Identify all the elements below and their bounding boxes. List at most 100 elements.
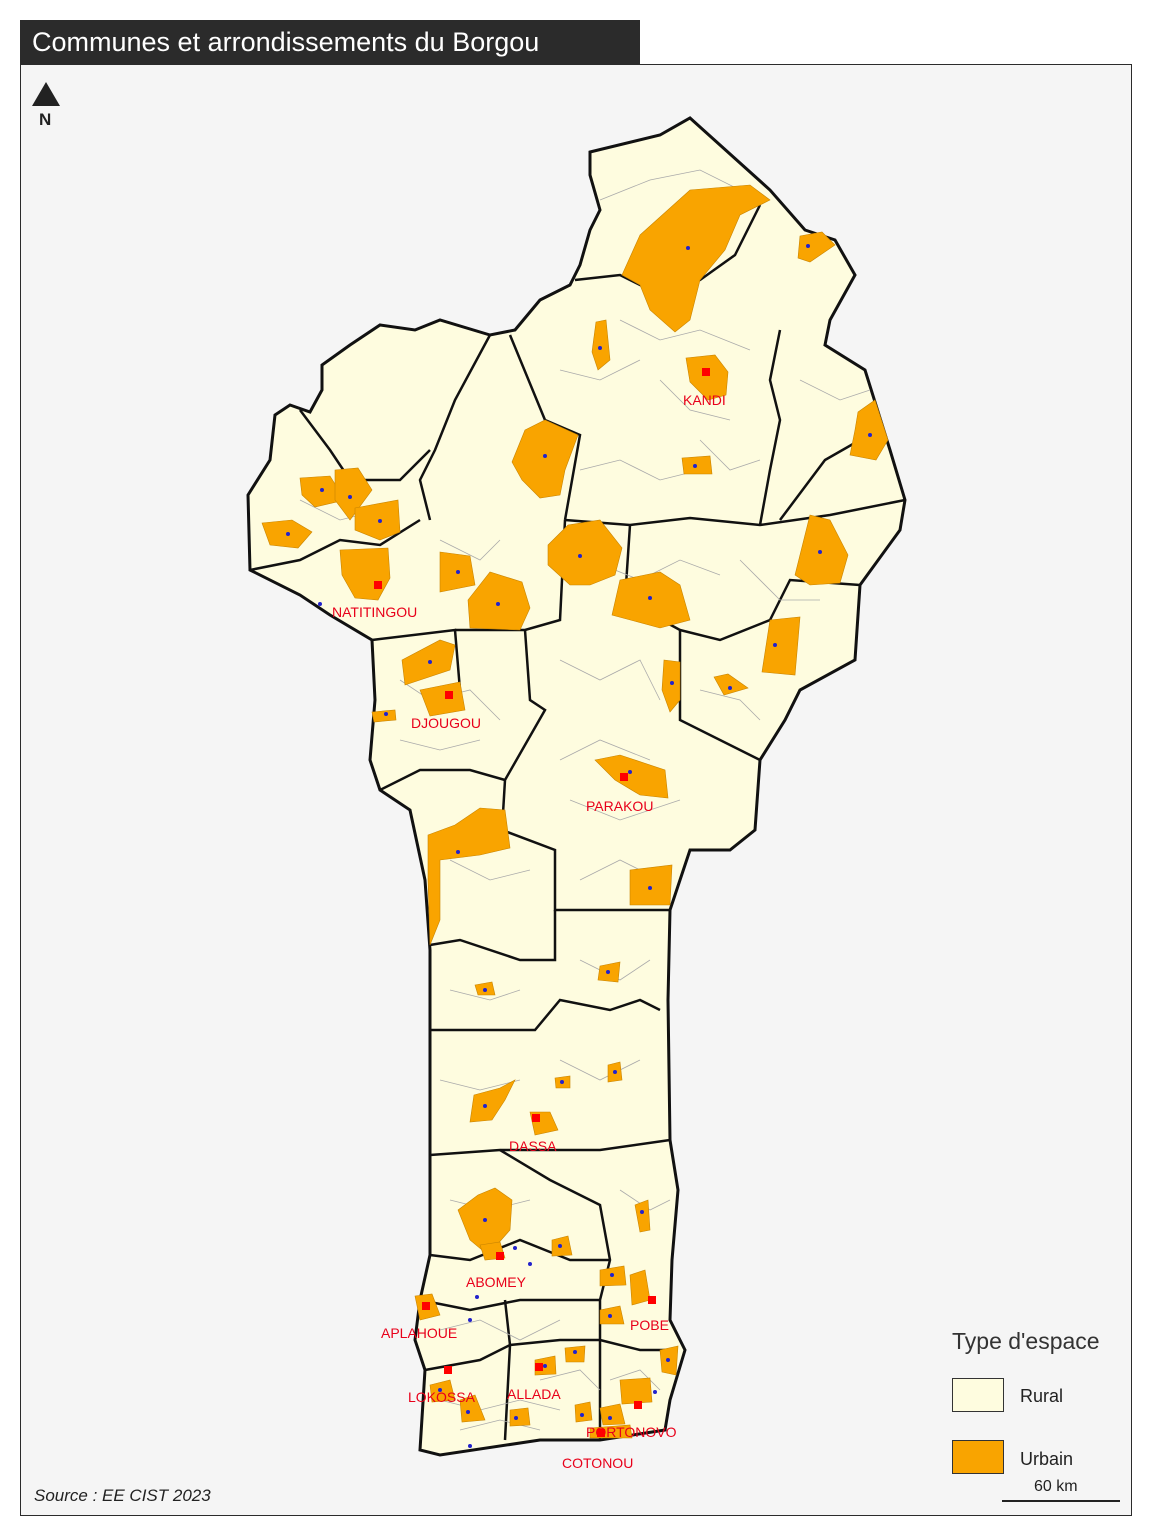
commune-boundary — [758, 329, 782, 526]
scale-label: 60 km — [1034, 1478, 1078, 1495]
urban-area — [599, 1305, 625, 1325]
commune-centre-dot — [286, 532, 290, 536]
urban-area — [599, 1403, 626, 1426]
commune-centre-dot — [468, 1444, 472, 1448]
commune-boundary — [500, 629, 670, 912]
city-label: ALLADA — [507, 1386, 561, 1402]
commune-centre-dot — [348, 495, 352, 499]
commune-centre-dot — [558, 1244, 562, 1248]
commune-boundary — [419, 1298, 600, 1312]
commune-centre-dot — [483, 1218, 487, 1222]
arrondissement-boundary — [439, 539, 501, 561]
commune-centre-dot — [598, 346, 602, 350]
city-label: DJOUGOU — [411, 715, 481, 731]
arrondissement-boundary — [599, 169, 741, 201]
commune-centre-dot — [528, 1262, 532, 1266]
city-marker — [702, 368, 710, 376]
city-marker — [445, 691, 453, 699]
commune-centre-dot — [693, 464, 697, 468]
city-label: APLAHOUE — [381, 1325, 457, 1341]
north-arrow-icon — [32, 82, 60, 106]
urban-area — [661, 659, 681, 713]
arrondissement-boundary — [459, 1419, 541, 1431]
city-marker — [444, 1366, 452, 1374]
urban-area — [469, 1079, 516, 1123]
arrondissement-boundary — [439, 1399, 561, 1411]
commune-centre-dot — [378, 519, 382, 523]
commune-boundary — [379, 768, 506, 792]
arrondissement-boundary — [559, 739, 651, 761]
urban-area — [459, 1394, 486, 1423]
city-label: PARAKOU — [586, 798, 653, 814]
urban-area — [594, 754, 669, 799]
commune-centre-dot — [320, 488, 324, 492]
commune-centre-dot — [686, 246, 690, 250]
urban-area — [574, 1401, 593, 1423]
commune-centre-dot — [475, 1295, 479, 1299]
commune-centre-dot — [496, 602, 500, 606]
commune-centre-dot — [640, 1210, 644, 1214]
commune-boundary — [371, 628, 462, 691]
urban-area — [619, 1377, 653, 1405]
commune-boundary — [430, 998, 661, 1032]
city-marker — [634, 1401, 642, 1409]
city-label: ABOMEY — [466, 1274, 527, 1290]
city-marker — [648, 1296, 656, 1304]
commune-centre-dot — [456, 850, 460, 854]
arrondissement-boundary — [539, 1369, 601, 1391]
urban-area — [797, 231, 836, 263]
commune-centre-dot — [578, 554, 582, 558]
legend-label-rural: Rural — [1020, 1386, 1064, 1406]
commune-centre-dot — [648, 886, 652, 890]
map-title: Communes et arrondissements du Borgou — [20, 20, 640, 64]
commune-centre-dot — [438, 1388, 442, 1392]
city-label: PORTONOVO — [586, 1424, 677, 1440]
commune-centre-dot — [560, 1080, 564, 1084]
commune-boundary — [429, 910, 557, 962]
country-outline — [246, 116, 907, 1457]
source-note: Source : EE CIST 2023 — [34, 1486, 211, 1505]
arrondissement-boundary — [619, 319, 751, 351]
commune-centre-dot — [818, 550, 822, 554]
commune-centre-dot — [606, 970, 610, 974]
commune-centre-dot — [608, 1416, 612, 1420]
city-label: COTONOU — [562, 1455, 633, 1471]
commune-boundary — [564, 498, 906, 527]
city-label: LOKOSSA — [408, 1389, 476, 1405]
city-label: KANDI — [683, 392, 726, 408]
urban-area — [334, 467, 373, 521]
urban-area — [794, 514, 849, 586]
urban-area — [634, 1199, 651, 1233]
commune-centre-dot — [513, 1246, 517, 1250]
urban-area — [427, 807, 511, 946]
commune-centre-dot — [466, 1410, 470, 1414]
commune-centre-dot — [543, 454, 547, 458]
city-marker — [535, 1363, 543, 1371]
commune-centre-dot — [543, 1364, 547, 1368]
commune-centre-dot — [806, 244, 810, 248]
commune-centre-dot — [318, 602, 322, 606]
arrondissement-boundary — [659, 379, 731, 421]
urban-area — [511, 419, 579, 499]
commune-boundary — [429, 1138, 671, 1157]
city-label: NATITINGOU — [332, 604, 417, 620]
commune-boundary — [429, 1238, 610, 1262]
city-label: POBE — [630, 1317, 669, 1333]
city-marker — [532, 1114, 540, 1122]
arrondissement-boundary — [439, 1079, 521, 1091]
arrondissement-boundary — [439, 1319, 561, 1341]
legend-swatch-urbain — [952, 1440, 1004, 1474]
arrondissement-boundary — [699, 439, 761, 471]
commune-centre-dot — [670, 681, 674, 685]
commune-centre-dot — [666, 1358, 670, 1362]
commune-boundary — [249, 518, 421, 572]
urban-area — [761, 616, 801, 676]
urban-area — [354, 499, 401, 541]
city-marker — [422, 1302, 430, 1310]
legend-swatch-rural — [952, 1378, 1004, 1412]
commune-centre-dot — [613, 1070, 617, 1074]
commune-boundary — [779, 438, 861, 521]
city-marker — [496, 1252, 504, 1260]
urban-area — [591, 319, 611, 371]
